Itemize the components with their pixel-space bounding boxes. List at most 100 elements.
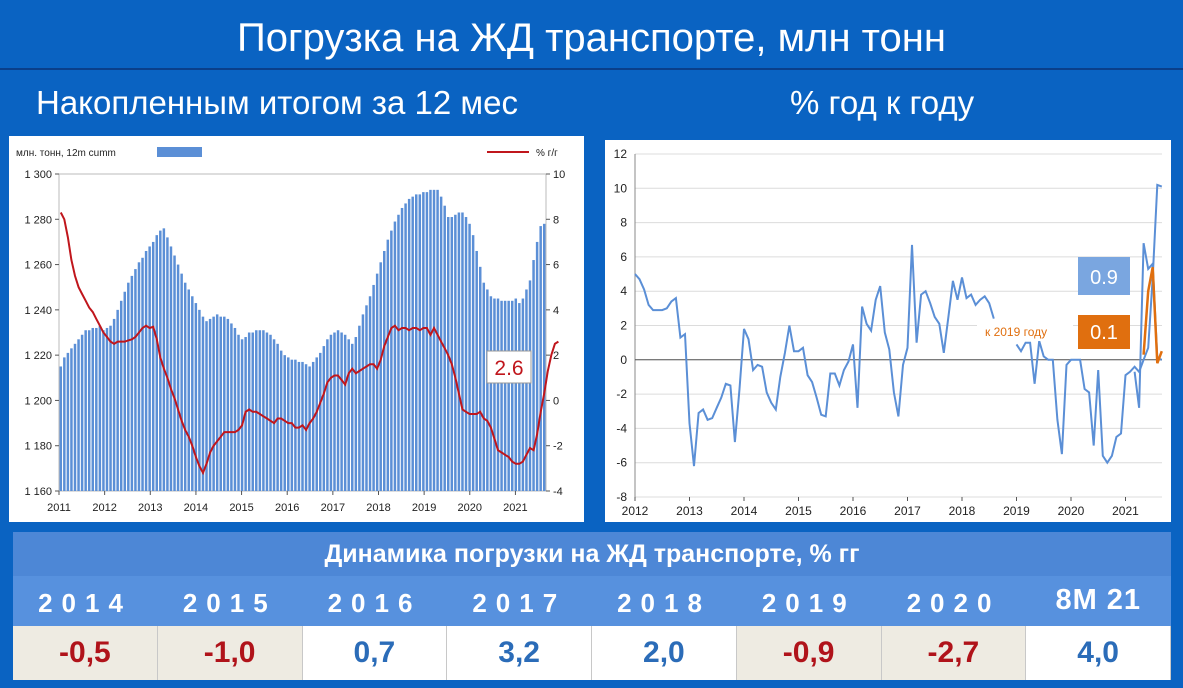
table-value-cell: 2,0 <box>592 626 737 680</box>
volume-bar <box>91 327 95 491</box>
left-y-tick-label: 1 220 <box>24 350 52 362</box>
volume-bar <box>169 246 173 491</box>
volume-bar <box>329 334 333 491</box>
volume-bar <box>311 361 315 491</box>
volume-bar <box>418 194 422 491</box>
table-year-header: 2020 <box>906 588 1001 618</box>
right-x-tick-label: 2019 <box>1003 504 1030 518</box>
left-x-tick-label: 2012 <box>92 502 116 514</box>
volume-bar <box>294 359 297 491</box>
table-year-header: 2018 <box>617 588 711 618</box>
table-values-row: -0,5 -1,0 0,7 3,2 2,0 -0,9 -2,7 4,0 <box>13 626 1171 680</box>
right-y-tick-label: 10 <box>553 169 565 181</box>
left-y-tick-label: 1 240 <box>24 305 52 317</box>
volume-bar <box>119 300 123 491</box>
left-x-tick-label: 2019 <box>412 502 436 514</box>
volume-bar <box>191 296 194 491</box>
volume-bar <box>219 316 222 491</box>
volume-bar <box>176 264 180 491</box>
table-value-cell: 3,2 <box>447 626 592 680</box>
volume-bar <box>372 284 375 491</box>
volume-bar <box>475 250 478 491</box>
volume-bar <box>237 334 240 491</box>
volume-bar <box>361 314 365 491</box>
value-callout-box <box>486 350 532 384</box>
right-x-tick-label: 2012 <box>622 504 649 518</box>
right-x-tick-label: 2013 <box>676 504 703 518</box>
volume-bar <box>198 309 201 491</box>
right-x-tick-label: 2021 <box>1112 504 1139 518</box>
right-y-tick-label: 0 <box>620 353 627 367</box>
legend-line-label: % г/г <box>536 148 558 159</box>
volume-bar <box>59 366 63 491</box>
volume-bar <box>233 327 237 491</box>
right-x-tick-label: 2016 <box>840 504 867 518</box>
volume-bar <box>528 280 532 491</box>
volume-bar <box>340 332 343 491</box>
volume-bar <box>205 321 208 491</box>
volume-bar <box>478 266 482 491</box>
blue-value-box <box>1078 257 1130 295</box>
volume-bar <box>365 305 368 491</box>
volume-bar <box>148 246 151 491</box>
volume-bar <box>343 334 347 491</box>
volume-bar <box>468 223 471 492</box>
volume-bar <box>422 192 425 491</box>
right-chart-subtitle: % год к году <box>790 84 975 121</box>
volume-bar <box>87 330 91 491</box>
orange-note-bg <box>977 323 1073 341</box>
right-y-tick-label: 12 <box>614 147 628 161</box>
left-x-tick-label: 2018 <box>366 502 390 514</box>
volume-bar <box>127 282 130 491</box>
left-y-tick-label: 1 280 <box>24 214 52 226</box>
volume-bar <box>375 273 379 491</box>
legend-bar-swatch <box>157 147 202 157</box>
volume-bar <box>223 316 226 491</box>
volume-bar <box>73 343 77 491</box>
volume-bar <box>308 366 311 491</box>
volume-bar <box>500 300 503 491</box>
volume-bar <box>379 262 382 491</box>
table-year-header: 2015 <box>182 588 277 618</box>
volume-bar <box>84 330 87 491</box>
right-x-tick-label: 2014 <box>731 504 758 518</box>
yoy-series-line <box>634 183 1163 467</box>
volume-bar <box>351 343 354 491</box>
volume-bar <box>230 323 233 491</box>
left-y-tick-label: 1 180 <box>24 441 52 453</box>
volume-bar <box>287 357 290 491</box>
volume-bar <box>450 217 454 491</box>
volume-bar <box>464 217 468 491</box>
right-y-tick-label: -6 <box>616 456 627 470</box>
cumulative-chart: 1 160 1 180 1 200 1 220 1 240 1 260 1 280 1 300… <box>16 147 565 514</box>
volume-bar <box>226 318 230 491</box>
page-title: Погрузка на ЖД транспорте, млн тонн <box>237 16 946 60</box>
volume-bar <box>347 339 350 491</box>
table-value-cell: -0,5 <box>13 626 158 680</box>
volume-bar <box>525 289 528 491</box>
orange-value-label: 0.1 <box>1090 322 1118 344</box>
right-x-tick-label: 2017 <box>894 504 921 518</box>
volume-bar <box>486 289 489 491</box>
left-x-tick-label: 2011 <box>47 502 71 514</box>
volume-bar <box>471 235 475 491</box>
orange-note: к 2019 году <box>985 325 1047 339</box>
volume-bar <box>397 214 400 491</box>
volume-bar <box>166 237 169 491</box>
volume-bar <box>247 332 251 491</box>
volume-bar <box>240 339 244 491</box>
volume-bar <box>393 221 397 492</box>
table-title: Динамика погрузки на ЖД транспорте, % гг <box>13 532 1171 576</box>
volume-bar <box>123 291 127 491</box>
volume-bar <box>279 350 283 491</box>
volume-bar <box>322 346 326 491</box>
volume-bar <box>276 343 279 491</box>
volume-bar <box>212 316 215 491</box>
volume-bar <box>180 273 183 491</box>
volume-bar <box>415 194 418 491</box>
legend-bar-label: млн. тонн, 12m cumm <box>16 148 116 159</box>
volume-bar <box>262 330 265 491</box>
volume-bar <box>159 230 162 491</box>
volume-bar <box>439 196 443 491</box>
volume-bar <box>290 359 294 491</box>
